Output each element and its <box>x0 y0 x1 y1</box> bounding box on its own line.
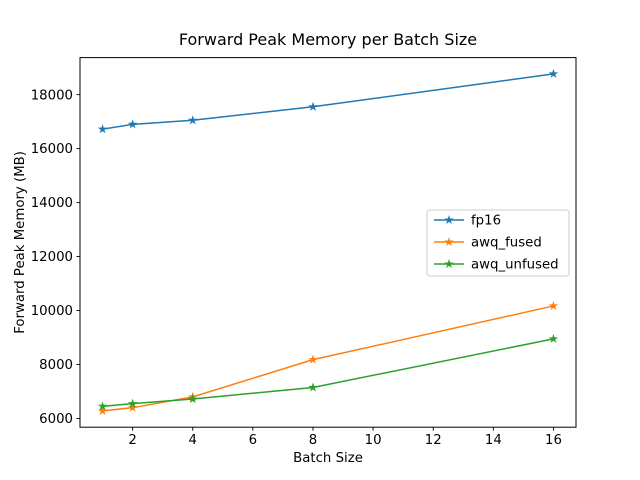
legend-box <box>426 209 570 277</box>
x-tick-label-2: 6 <box>249 433 257 448</box>
legend-item-awq_unfused: awq_unfused <box>434 258 559 273</box>
y-tick-label-5: 16000 <box>31 142 73 157</box>
chart-title: Forward Peak Memory per Batch Size <box>179 30 477 49</box>
legend-item-awq_fused: awq_fused <box>434 236 542 251</box>
x-tick-label-1: 4 <box>188 433 196 448</box>
y-tick-label-4: 14000 <box>31 196 73 211</box>
data-point-fp16-2 <box>127 119 138 129</box>
data-point-awq_unfused-16 <box>548 333 559 343</box>
x-tick-label-3: 8 <box>309 433 317 448</box>
data-point-awq_fused-16 <box>548 300 559 310</box>
x-tick-label-6: 14 <box>485 433 502 448</box>
x-tick-label-5: 12 <box>425 433 442 448</box>
x-tick-label-4: 10 <box>365 433 382 448</box>
data-point-fp16-16 <box>548 68 559 78</box>
y-tick-label-2: 10000 <box>31 304 73 319</box>
data-point-awq_fused-2 <box>127 402 138 412</box>
series-line-awq_fused <box>101 305 555 412</box>
legend-marker-icon <box>444 237 454 247</box>
legend-label-awq_fused: awq_fused <box>471 236 542 251</box>
y-tick-label-0: 6000 <box>39 412 73 427</box>
y-axis-label: Forward Peak Memory (MB) <box>13 151 28 334</box>
data-point-awq_fused-1 <box>97 405 108 415</box>
x-axis-label: Batch Size <box>293 451 363 466</box>
series-line-awq_unfused <box>101 338 555 408</box>
plot-border <box>79 57 577 428</box>
legend-item-fp16: fp16 <box>434 214 501 229</box>
axes: 2 4 6 8 10 12 14 16 6000 8000 10000 12000 14000 16000… <box>31 57 577 448</box>
legend: fp16 awq_fused awq_unfused <box>426 209 570 277</box>
data-point-fp16-8 <box>308 101 318 111</box>
data-point-fp16-4 <box>187 115 198 125</box>
data-point-awq_unfused-4 <box>187 394 198 404</box>
legend-label-awq_unfused: awq_unfused <box>471 258 559 273</box>
y-tick-label-3: 12000 <box>31 250 73 265</box>
x-tick-label-0: 2 <box>128 433 136 448</box>
y-tick-label-6: 18000 <box>31 88 73 103</box>
y-tick-label-1: 8000 <box>39 358 73 373</box>
data-point-awq_unfused-2 <box>127 398 138 408</box>
legend-label-fp16: fp16 <box>471 214 501 229</box>
series-lines <box>97 68 559 415</box>
x-tick-label-7: 16 <box>545 433 562 448</box>
data-point-fp16-1 <box>97 124 108 134</box>
data-point-awq_unfused-1 <box>97 401 108 411</box>
series-line-fp16 <box>101 73 555 130</box>
legend-marker-icon <box>444 215 454 225</box>
legend-marker-icon <box>444 259 454 269</box>
data-point-awq_fused-8 <box>308 354 318 364</box>
data-point-awq_unfused-8 <box>308 382 318 392</box>
